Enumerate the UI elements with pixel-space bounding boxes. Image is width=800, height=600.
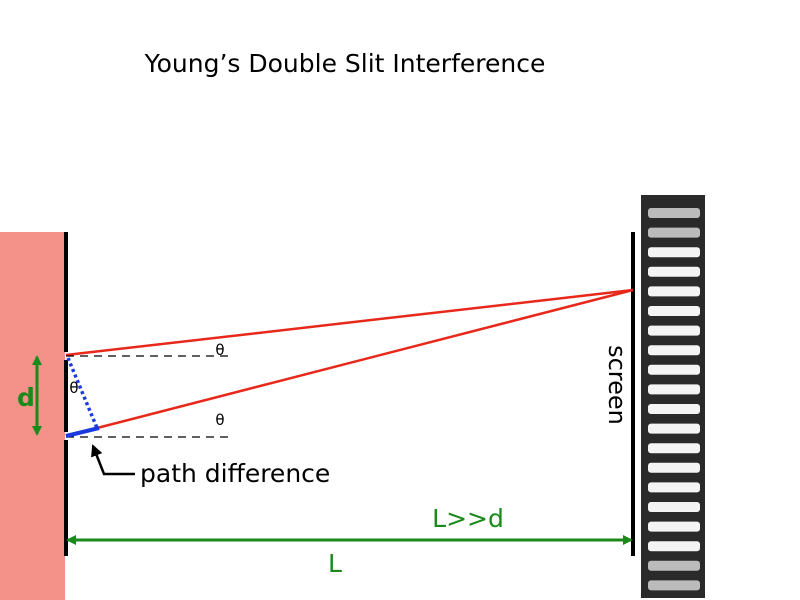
title: Young’s Double Slit Interference	[144, 49, 546, 78]
screen-label: screen	[603, 345, 631, 425]
perpendicular	[66, 357, 99, 429]
fringe	[648, 247, 700, 258]
fringe	[648, 521, 700, 532]
rays	[65, 288, 634, 438]
fringe	[648, 286, 700, 297]
fringe	[648, 502, 700, 512]
path-difference-label: path difference	[140, 459, 330, 488]
fringe	[648, 580, 700, 591]
fringe-pattern	[641, 195, 705, 598]
theta-label: θ	[215, 411, 224, 429]
path-difference-segment	[65, 426, 100, 438]
fringe	[648, 364, 700, 375]
fringe	[648, 443, 700, 454]
fringe	[648, 384, 700, 395]
fringe	[648, 325, 700, 336]
distance-label: L	[328, 549, 342, 578]
reference-lines	[66, 355, 232, 438]
fringe	[648, 306, 700, 316]
condition-label: L>>d	[432, 504, 504, 533]
d-label: d	[17, 383, 35, 412]
fringe	[648, 482, 700, 493]
fringe	[648, 560, 700, 571]
theta-label: θ	[69, 379, 78, 397]
fringe	[648, 404, 700, 414]
fringe	[648, 266, 700, 277]
fringe	[648, 227, 700, 238]
fringe	[648, 208, 700, 218]
source-region	[0, 232, 65, 600]
callout-arrow	[91, 444, 135, 476]
fringe	[648, 423, 700, 434]
theta-label: θ	[215, 341, 224, 359]
fringe	[648, 345, 700, 356]
fringe	[648, 462, 700, 473]
fringe	[648, 541, 700, 552]
